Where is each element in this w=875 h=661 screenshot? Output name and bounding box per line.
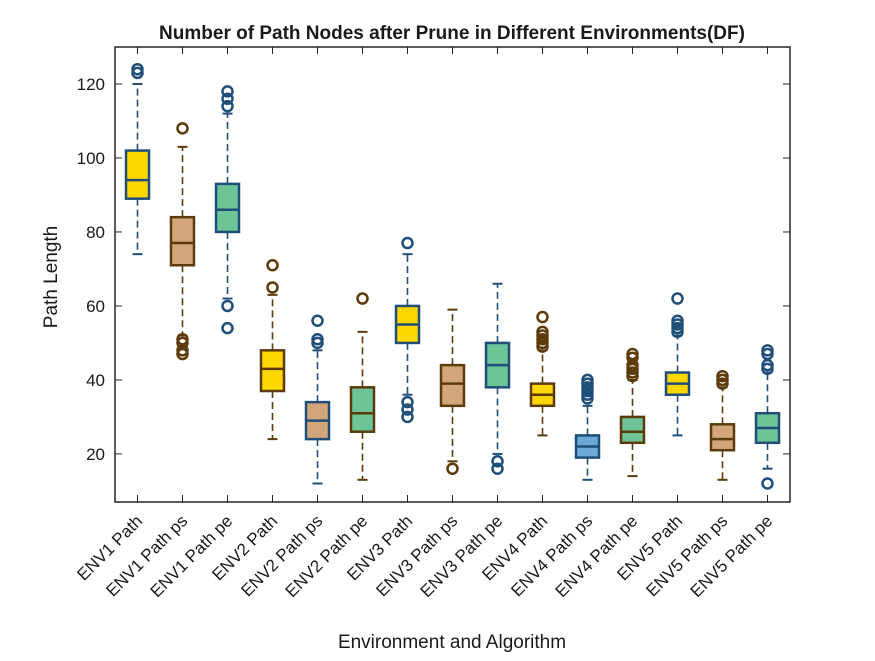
outlier-point (356, 292, 369, 305)
outlier-point (266, 281, 279, 294)
outlier-point (626, 347, 639, 361)
x-axis-label: Environment and Algorithm (338, 632, 566, 653)
box-6 (349, 292, 376, 481)
box-11 (574, 373, 601, 481)
outlier-point (671, 314, 684, 327)
y-axis-label: Path Length (41, 226, 62, 328)
box-iqr (124, 149, 151, 200)
outlier-point (761, 344, 774, 357)
outlier-point (221, 321, 234, 335)
box-iqr (259, 349, 286, 393)
outlier-point (491, 462, 504, 475)
outlier-point (221, 85, 234, 98)
outlier-point (266, 259, 279, 272)
y-tick-label: 80 (86, 223, 105, 242)
box-1 (124, 62, 151, 256)
outlier-point (221, 92, 234, 106)
outlier-point (176, 332, 189, 346)
box-4 (259, 259, 286, 441)
box-10 (529, 310, 556, 437)
outlier-point (446, 462, 459, 475)
outlier-point (536, 325, 549, 339)
outlier-point (176, 122, 189, 135)
box-13 (664, 292, 691, 437)
outlier-point (581, 373, 594, 387)
outlier-point (311, 332, 324, 346)
y-tick-label: 120 (77, 75, 105, 94)
outlier-point (221, 299, 234, 313)
outlier-point (761, 477, 774, 490)
outlier-point (401, 236, 414, 250)
outlier-point (401, 403, 414, 416)
chart-title: Number of Path Nodes after Prune in Diff… (159, 23, 745, 44)
y-tick-label: 60 (86, 297, 105, 316)
box-iqr (619, 415, 646, 445)
box-9 (484, 282, 511, 475)
box-iqr (709, 423, 736, 452)
box-iqr (169, 215, 196, 267)
y-tick-label: 20 (86, 445, 105, 464)
box-14 (709, 369, 736, 481)
box-15 (754, 344, 781, 490)
outlier-point (491, 455, 504, 468)
y-axis: 20 40 60 80 100 120 (77, 75, 790, 464)
box-iqr (349, 386, 376, 433)
outlier-point (401, 395, 414, 409)
box-iqr (214, 182, 241, 234)
outlier-point (716, 369, 729, 383)
outlier-point (536, 310, 549, 324)
outlier-point (401, 410, 414, 424)
box-3 (214, 85, 241, 335)
box-7 (394, 236, 421, 424)
box-5 (304, 314, 331, 485)
box-iqr (439, 363, 466, 408)
y-tick-label: 100 (77, 149, 105, 168)
boxes-group (124, 62, 781, 490)
box-8 (439, 308, 466, 475)
outlier-point (221, 99, 234, 113)
outlier-point (311, 314, 324, 327)
x-tick-label: ENV5 Path pe (687, 511, 777, 601)
box-2 (169, 122, 196, 361)
box-12 (619, 347, 646, 478)
outlier-point (671, 292, 684, 305)
y-tick-label: 40 (86, 371, 105, 390)
outlier-point (131, 62, 144, 76)
